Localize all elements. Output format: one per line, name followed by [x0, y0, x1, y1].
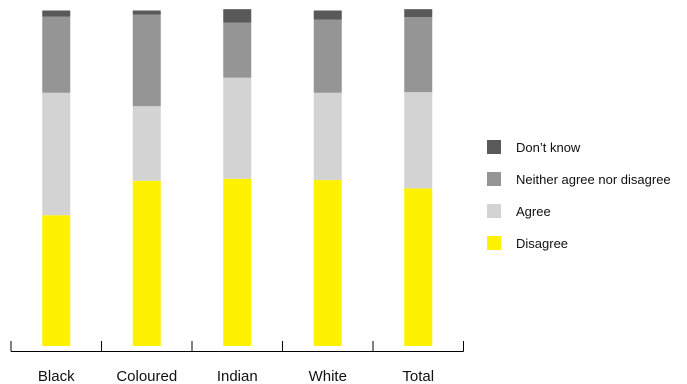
bar-segment-white-disagree: [314, 180, 342, 346]
bar-segment-white-don-t-know: [314, 11, 342, 20]
category-labels: Black Coloured Indian White Total: [38, 368, 434, 384]
bar-segment-black-don-t-know: [42, 11, 70, 17]
legend-swatch-neither-agree-nor-disagree: [487, 172, 501, 186]
bar-segment-total-agree: [404, 92, 432, 188]
bar-segment-coloured-don-t-know: [133, 11, 161, 15]
legend-label-disagree: Disagree: [516, 236, 568, 251]
category-label-black: Black: [38, 368, 75, 384]
legend-label-neither-agree-nor-disagree: Neither agree nor disagree: [516, 172, 671, 187]
category-label-white: White: [309, 368, 347, 384]
legend-label-don-t-know: Don’t know: [516, 140, 581, 155]
bar-segment-indian-disagree: [223, 179, 251, 346]
bar-segment-total-don-t-know: [404, 9, 432, 17]
bars-group: [42, 9, 432, 346]
bar-segment-coloured-disagree: [133, 181, 161, 346]
bar-segment-black-disagree: [42, 215, 70, 346]
bar-segment-coloured-agree: [133, 106, 161, 181]
bar-segment-black-neither-agree-nor-disagree: [42, 17, 70, 93]
category-label-total: Total: [402, 368, 434, 384]
legend-swatch-disagree: [487, 236, 501, 250]
bar-segment-indian-neither-agree-nor-disagree: [223, 23, 251, 78]
bar-segment-indian-agree: [223, 78, 251, 179]
legend: Don’t know Neither agree nor disagree Agre…: [487, 140, 671, 251]
legend-swatch-don-t-know: [487, 140, 501, 154]
bar-segment-white-agree: [314, 93, 342, 180]
bar-segment-total-disagree: [404, 188, 432, 346]
legend-swatch-agree: [487, 204, 501, 218]
legend-label-agree: Agree: [516, 204, 551, 219]
bar-segment-coloured-neither-agree-nor-disagree: [133, 15, 161, 107]
category-label-indian: Indian: [217, 368, 258, 384]
bar-segment-total-neither-agree-nor-disagree: [404, 17, 432, 92]
bar-segment-indian-don-t-know: [223, 9, 251, 22]
bar-segment-white-neither-agree-nor-disagree: [314, 20, 342, 93]
bar-segment-black-agree: [42, 93, 70, 215]
category-label-coloured: Coloured: [116, 368, 177, 384]
